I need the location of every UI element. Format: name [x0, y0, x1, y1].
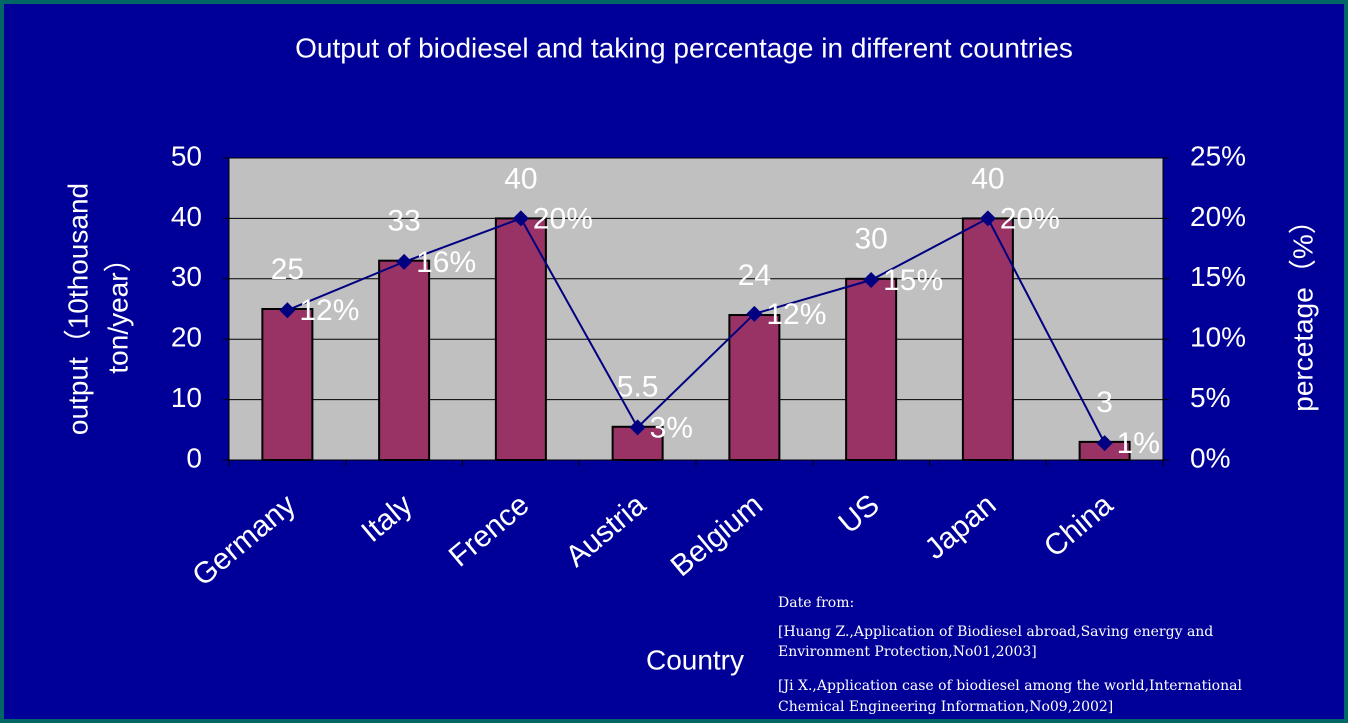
line-label: 3%	[650, 411, 693, 444]
bar	[961, 217, 1014, 461]
line-label: 1%	[1117, 427, 1160, 460]
bar-label: 24	[738, 259, 771, 292]
y2-tick-label: 15%	[1190, 261, 1246, 292]
line-marker	[746, 305, 763, 322]
line-marker	[512, 210, 529, 227]
y-axis-title: ton/year）	[102, 244, 133, 373]
line-label: 12%	[299, 294, 359, 327]
source-note: Environment Protection,No01,2003]	[778, 644, 1037, 660]
bar-label: 3	[1096, 386, 1113, 419]
source-note: [Huang Z.,Application of Biodiesel abroa…	[778, 624, 1213, 640]
line-marker	[396, 253, 413, 270]
y2-tick-label: 20%	[1190, 201, 1246, 232]
y-tick-label: 10	[171, 382, 202, 413]
y-tick-label: 30	[171, 261, 202, 292]
line	[286, 217, 1106, 444]
y2-tick-label: 10%	[1190, 322, 1246, 353]
source-note: Chemical Engineering Information,No09,20…	[778, 699, 1113, 715]
line-marker	[279, 302, 296, 319]
y2-tick-label: 25%	[1190, 140, 1246, 171]
bar	[728, 314, 781, 462]
bar-label: 30	[854, 223, 887, 256]
bar-label: 5.5	[617, 371, 659, 404]
y-tick-label: 0	[186, 442, 202, 473]
bar	[494, 217, 547, 461]
line-label: 20%	[533, 202, 593, 235]
line-label: 12%	[766, 298, 826, 331]
line-label: 20%	[1000, 202, 1060, 235]
bar-label: 33	[387, 205, 420, 238]
y-tick-label: 40	[171, 201, 202, 232]
chart-title: Output of biodiesel and taking percentag…	[295, 32, 1073, 63]
y2-tick-label: 0%	[1190, 442, 1230, 473]
source-note: [Ji X.,Application case of biodiesel amo…	[778, 678, 1242, 694]
line-marker	[629, 419, 646, 436]
line-label: 16%	[416, 246, 476, 279]
line-marker	[1096, 435, 1113, 452]
bar-label: 25	[271, 253, 304, 286]
bar-label: 40	[971, 162, 1004, 195]
y-axis-title: output（10thousand	[62, 183, 93, 435]
bar	[378, 259, 431, 461]
bar	[845, 277, 898, 461]
x-axis-title: Country	[646, 644, 744, 675]
line-marker	[979, 210, 996, 227]
line-label: 15%	[883, 264, 943, 297]
y-tick-label: 20	[171, 322, 202, 353]
bar	[261, 308, 314, 461]
y-tick-label: 50	[171, 140, 202, 171]
line-marker	[863, 272, 880, 289]
source-note: Date from:	[778, 595, 854, 611]
y2-tick-label: 5%	[1190, 382, 1230, 413]
bar-label: 40	[504, 162, 537, 195]
y2-axis-title: percetage（%）	[1287, 206, 1318, 411]
